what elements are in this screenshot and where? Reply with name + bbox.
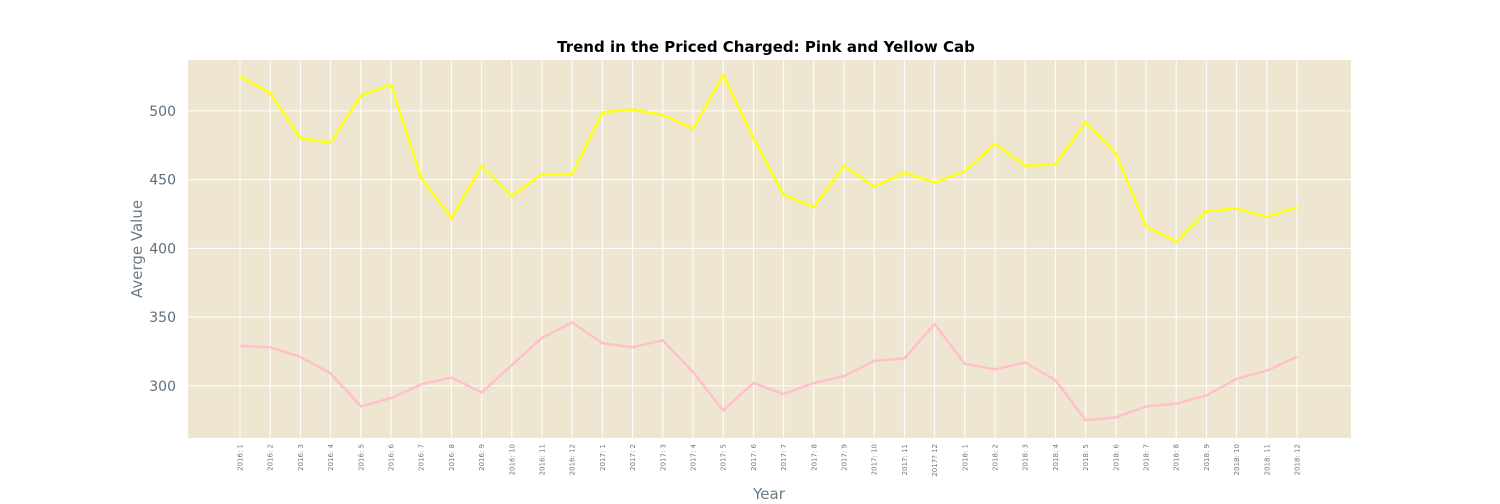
x-axis-label: Year <box>752 485 786 500</box>
x-tick-label: 2017: 4 <box>690 443 698 470</box>
y-tick-label: 500 <box>149 104 176 120</box>
x-tick-label: 2018: 5 <box>1082 444 1090 471</box>
series-line-2 <box>239 321 1298 422</box>
x-tick-label: 2016: 6 <box>388 443 396 470</box>
x-tick-labels: 2016: 1 2016: 2 2016: 3 2016: 4 2016: 5 2016:… <box>237 443 1302 476</box>
x-tick-label: 2016: 5 <box>357 444 365 471</box>
plot-area <box>188 60 1351 438</box>
x-tick-label: 2017: 6 <box>750 443 758 470</box>
chart-title: Trend in the Priced Charged: Pink and Ye… <box>557 38 975 56</box>
x-tick-label: 2016: 8 <box>448 444 456 471</box>
x-tick-label: 2017: 1 <box>599 444 607 471</box>
series-line-1 <box>239 73 1298 243</box>
x-tick-label: 2016: 4 <box>327 443 335 470</box>
x-tick-label: 2016: 9 <box>478 444 486 471</box>
x-tick-label: 2017: 5 <box>720 444 728 471</box>
y-tick-label: 300 <box>149 379 176 395</box>
series-lines <box>239 73 1298 422</box>
x-tick-label: 2017: 2 <box>629 444 637 471</box>
grid <box>188 60 1351 438</box>
x-tick-label: 2018: 2 <box>992 444 1000 471</box>
x-tick-label: 2018: 9 <box>1203 444 1211 471</box>
x-tick-label: 2016: 11 <box>539 444 547 475</box>
x-tick-label: 2016: 3 <box>297 444 305 471</box>
x-tick-label: 2017? 12 <box>931 444 939 477</box>
x-tick-label: 2016: 7 <box>418 444 426 471</box>
x-tick-label: 2018: 12 <box>1294 444 1302 475</box>
x-tick-label: 2016: 12 <box>569 444 577 475</box>
x-tick-label: 2017: 7 <box>780 444 788 471</box>
x-tick-label: 2016: 10 <box>508 444 516 475</box>
x-tick-label: 2017: 3 <box>659 444 667 471</box>
x-tick-label: 2018: 4 <box>1052 443 1060 470</box>
y-axis-label: Averge Value <box>128 200 146 298</box>
x-tick-label: 2017: 9 <box>841 444 849 471</box>
y-tick-label: 450 <box>149 173 176 189</box>
x-tick-label: 2017: 11 <box>901 444 909 475</box>
x-tick-label: 2016: 1 <box>237 444 245 471</box>
x-tick-label: 2018: 6 <box>1112 443 1120 470</box>
x-tick-label: 2018: 7 <box>1143 444 1151 471</box>
x-tick-label: 2017: 10 <box>871 444 879 475</box>
x-tick-label: 2018: 8 <box>1173 444 1181 471</box>
x-tick-label: 2018: 11 <box>1263 444 1271 475</box>
x-tick-label: 2018: 10 <box>1233 444 1241 475</box>
y-tick-label: 400 <box>149 241 176 257</box>
x-tick-label: 2016: 2 <box>267 444 275 471</box>
x-tick-label: 2017: 8 <box>810 444 818 471</box>
y-tick-label: 350 <box>149 310 176 326</box>
y-tick-labels: 300 350 400 450 500 <box>149 104 176 395</box>
x-tick-label: 2018: 1 <box>961 444 969 471</box>
x-tick-label: 2018: 3 <box>1022 444 1030 471</box>
